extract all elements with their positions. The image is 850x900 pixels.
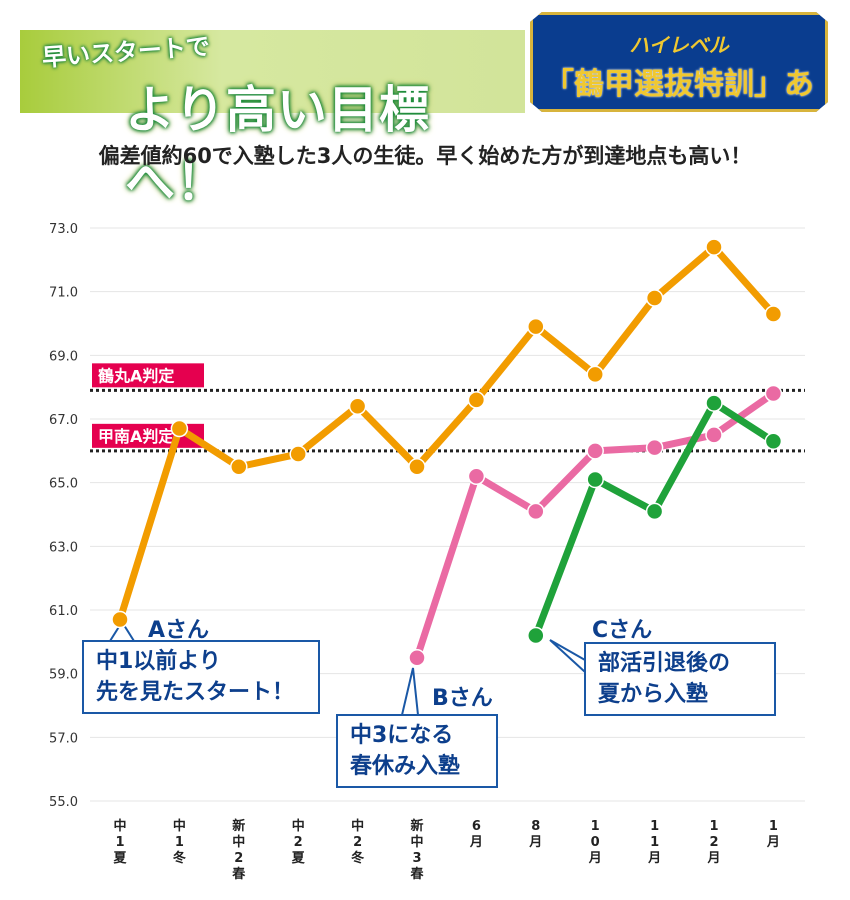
x-tick-label: 月 [588, 851, 602, 866]
x-tick-label: 中 [410, 834, 423, 850]
data-point [527, 502, 545, 521]
y-tick-label: 73.0 [49, 222, 78, 237]
x-tick-label: 月 [766, 835, 780, 850]
y-tick-label: 59.0 [49, 668, 78, 683]
x-tick-label: 夏 [291, 851, 306, 866]
x-tick-label: 新 [410, 818, 423, 834]
chart-title: 偏差値約60で入塾した3人の生徒。早く始めた方が到達地点も高い！ [98, 144, 752, 168]
data-point [586, 442, 604, 460]
x-tick-label: 月 [469, 835, 483, 850]
x-tick-label: 1 [650, 835, 659, 850]
x-tick-label: 1 [650, 819, 659, 834]
x-tick-label: 2 [234, 851, 243, 866]
data-point [170, 419, 189, 438]
data-point [764, 305, 783, 323]
x-tick-label: 冬 [351, 850, 364, 866]
callout-c-pointer [549, 639, 586, 673]
data-point [111, 610, 129, 629]
data-point [408, 458, 426, 476]
data-point [586, 470, 604, 489]
data-point [764, 432, 783, 451]
series-line-0 [116, 243, 777, 621]
x-tick-label: 中 [292, 818, 305, 834]
y-tick-label: 55.0 [49, 795, 78, 810]
x-tick-label: 中 [173, 818, 186, 834]
data-point [586, 365, 604, 384]
callout-c: 部活引退後の 夏から入塾 [584, 642, 776, 716]
header-banner: 早いスタートで より高い目標へ！ [20, 30, 525, 211]
x-tick-label: 1 [709, 819, 718, 834]
x-tick-label: 夏 [112, 851, 127, 866]
y-tick-label: 65.0 [49, 477, 78, 492]
data-point [408, 649, 426, 667]
x-tick-label: 1 [115, 835, 124, 850]
data-point [289, 445, 307, 463]
callout-b-pointer [401, 667, 419, 716]
badge-main: 「鶴甲選抜特訓」あり [544, 67, 814, 146]
x-tick-label: 春 [409, 866, 424, 882]
x-tick-label: 2 [294, 835, 303, 850]
data-point [348, 397, 367, 416]
series-c-name: Cさん [592, 618, 653, 643]
x-tick-label: 0 [591, 835, 600, 850]
x-tick-label: 中 [232, 834, 245, 850]
data-point [705, 426, 723, 444]
data-point [467, 391, 486, 409]
x-tick-label: 2 [353, 835, 362, 850]
x-tick-label: 春 [231, 866, 246, 882]
callout-b: 中3になる 春休み入塾 [336, 714, 498, 788]
data-point [645, 289, 664, 307]
callout-a-line2: 先を見たスタート！ [96, 680, 295, 705]
y-tick-label: 61.0 [49, 604, 78, 619]
x-tick-label: 月 [647, 851, 661, 866]
data-point [527, 626, 545, 645]
x-tick-label: 月 [528, 835, 542, 850]
callout-b-line2: 春休み入塾 [350, 754, 461, 779]
data-point [230, 458, 248, 476]
series-b-name: Bさん [432, 686, 493, 711]
callout-c-line1: 部活引退後の [598, 651, 731, 676]
x-tick-label: 新 [232, 818, 245, 834]
callout-b-line1: 中3になる [350, 723, 454, 748]
x-tick-label: 3 [412, 851, 421, 866]
callout-a-line1: 中1以前より [96, 649, 221, 674]
reference-label-box [92, 363, 204, 388]
data-point [705, 238, 723, 256]
reference-label: 甲南A判定 [98, 427, 174, 446]
x-tick-label: 1 [175, 835, 184, 850]
data-point [467, 467, 486, 486]
x-tick-label: 8 [531, 819, 540, 834]
y-tick-label: 69.0 [49, 349, 78, 364]
data-point [645, 438, 664, 457]
y-tick-label: 67.0 [49, 413, 78, 428]
badge-top: ハイレベル [629, 33, 729, 57]
callout-c-line2: 夏から入塾 [598, 682, 709, 707]
x-tick-label: 6 [472, 819, 481, 834]
x-tick-label: 冬 [173, 850, 186, 866]
data-point [705, 394, 723, 412]
data-point [764, 384, 783, 403]
y-tick-label: 63.0 [49, 540, 78, 555]
special-course-badge: ハイレベル 「鶴甲選抜特訓」あり [530, 12, 828, 112]
x-tick-label: 中 [351, 818, 364, 834]
header-line2: より高い目標へ！ [125, 81, 430, 211]
y-tick-label: 71.0 [49, 286, 78, 301]
x-tick-label: 中 [113, 818, 126, 834]
callout-a: 中1以前より 先を見たスタート！ [82, 640, 320, 714]
x-tick-label: 1 [591, 819, 600, 834]
data-point [527, 317, 545, 336]
reference-label: 鶴丸A判定 [98, 366, 174, 385]
x-tick-label: 2 [709, 835, 718, 850]
y-tick-label: 57.0 [49, 731, 78, 746]
x-tick-label: 月 [706, 851, 720, 866]
data-point [645, 502, 664, 521]
series-a-name: Aさん [148, 618, 210, 643]
x-tick-label: 1 [769, 819, 778, 834]
